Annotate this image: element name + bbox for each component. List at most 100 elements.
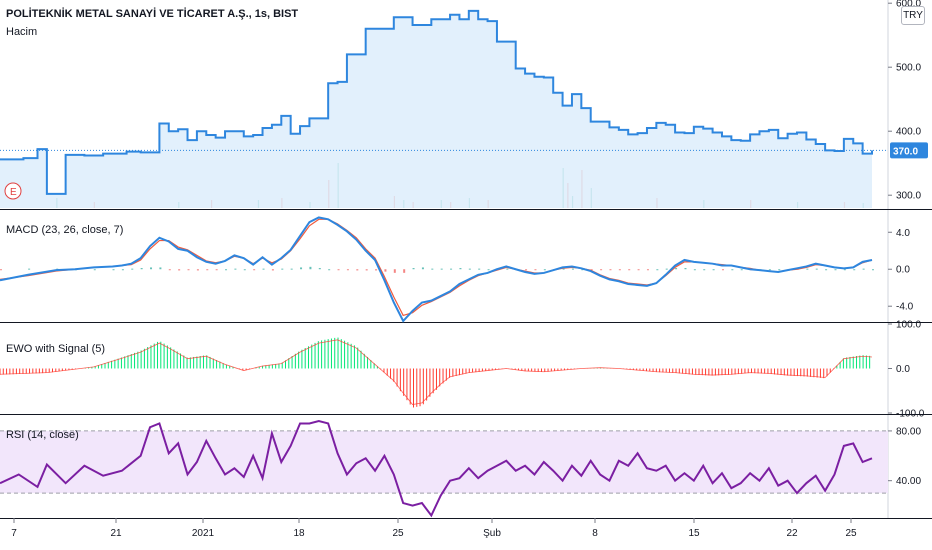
ewo-axis-tick-label: -100.0 [896, 409, 925, 420]
macd-histogram-bar [28, 268, 31, 270]
macd-histogram-bar [271, 269, 274, 271]
currency-button[interactable]: TRY [901, 6, 925, 25]
x-axis-label: 25 [845, 528, 857, 539]
macd-histogram-bar [740, 269, 743, 271]
macd-histogram-bar [609, 269, 612, 271]
ewo-axis-tick-label: 0.0 [896, 364, 910, 375]
macd-histogram-bar [412, 268, 415, 270]
macd-histogram-bar [356, 269, 359, 271]
macd-histogram-bar [562, 268, 565, 270]
macd-histogram-bar [834, 269, 837, 271]
ewo-signal-line [0, 339, 873, 405]
macd-histogram-bar [150, 267, 153, 270]
macd-histogram-bar [684, 268, 687, 270]
macd-histogram-bar [843, 269, 846, 271]
macd-histogram-bar [159, 267, 162, 270]
macd-histogram-bar [93, 269, 96, 271]
macd-histogram-bar [581, 269, 584, 271]
volume-label: Hacim [6, 26, 38, 38]
macd-histogram-bar [290, 268, 293, 270]
macd-histogram-bar [0, 269, 2, 271]
x-axis-label: 25 [392, 528, 404, 539]
ewo-title: EWO with Signal (5) [6, 343, 105, 355]
earnings-marker [4, 182, 22, 200]
x-axis-label: 15 [688, 528, 700, 539]
macd-histogram-bar [421, 267, 424, 270]
macd-histogram-bar [600, 269, 603, 271]
earnings-marker-label: E [10, 187, 17, 198]
macd-histogram-bar [196, 269, 199, 271]
macd-histogram-bar [140, 268, 143, 270]
macd-histogram-bar [431, 268, 434, 270]
macd-histogram-bar [534, 269, 537, 271]
x-axis-label: Şub [483, 528, 501, 539]
macd-histogram-bar [393, 269, 396, 273]
macd-histogram-bar [243, 269, 246, 271]
price-axis-tick-label: 500.0 [896, 63, 921, 74]
macd-histogram-bar [768, 269, 771, 271]
rsi-title: RSI (14, close) [6, 429, 79, 441]
macd-histogram-bar [571, 268, 574, 270]
macd-histogram-bar [318, 268, 321, 270]
x-axis-label: 2021 [192, 528, 215, 539]
macd-histogram-bar [450, 268, 453, 270]
macd-axis-tick-label: -4.0 [896, 302, 914, 313]
macd-histogram-bar [637, 269, 640, 271]
macd-histogram-bar [234, 268, 237, 270]
price-axis-tick-label: 300.0 [896, 191, 921, 202]
price-line [0, 9, 873, 195]
macd-histogram-bar [721, 269, 724, 271]
macd-histogram-bar [590, 269, 593, 271]
macd-histogram-bar [778, 269, 781, 271]
macd-histogram-bar [853, 269, 856, 271]
macd-histogram-bar [112, 269, 115, 271]
macd-histogram-bar [187, 269, 190, 271]
macd-histogram-bar [693, 269, 696, 271]
x-axis-label: 21 [110, 528, 122, 539]
x-axis-label: 7 [11, 528, 17, 539]
macd-axis-tick-label: 4.0 [896, 228, 910, 239]
macd-histogram-bar [665, 268, 668, 270]
macd-histogram-bar [731, 269, 734, 271]
macd-histogram-bar [337, 269, 340, 271]
macd-histogram-bar [525, 269, 528, 271]
macd-histogram-bar [703, 269, 706, 271]
macd-title: MACD (23, 26, close, 7) [6, 224, 123, 236]
price-axis-tick-label: 400.0 [896, 127, 921, 138]
rsi-line [0, 419, 873, 518]
macd-histogram-bar [262, 268, 265, 270]
macd-histogram-bar [872, 269, 874, 271]
macd-histogram-bar [300, 267, 303, 270]
ewo-axis-tick-label: 100.0 [896, 320, 921, 331]
macd-histogram-bar [131, 268, 134, 270]
macd-histogram-bar [121, 269, 124, 271]
macd-histogram-bar [646, 269, 649, 271]
last-price-label: 370.0 [893, 146, 918, 157]
rsi-axis-tick-label: 40.00 [896, 476, 921, 487]
macd-histogram-bar [215, 269, 218, 271]
macd-histogram-bar [506, 268, 509, 270]
last-price-badge [890, 142, 928, 159]
rsi-axis-tick-label: 80.00 [896, 426, 921, 437]
macd-histogram-bar [365, 269, 368, 271]
macd-histogram-bar [328, 269, 331, 271]
symbol-title: POLİTEKNİK METAL SANAYİ VE TİCARET A.Ş.,… [6, 8, 299, 20]
macd-histogram-bar [225, 269, 228, 271]
macd-axis-tick-label: 0.0 [896, 265, 910, 276]
macd-histogram-bar [487, 269, 490, 271]
macd-histogram-bar [862, 268, 865, 270]
macd-histogram-bar [440, 268, 443, 270]
macd-histogram-bar [618, 269, 621, 271]
macd-histogram-bar [478, 268, 481, 270]
macd-histogram-bar [403, 269, 406, 273]
macd-histogram-bar [253, 269, 256, 271]
macd-histogram-bar [384, 269, 387, 272]
macd-histogram-bar [656, 269, 659, 271]
macd-histogram-bar [806, 268, 809, 270]
macd-histogram-bar [675, 268, 678, 270]
macd-histogram-bar [825, 269, 828, 271]
macd-histogram-bar [459, 268, 462, 270]
macd-histogram-bar [468, 268, 471, 270]
macd-histogram-bar [168, 269, 171, 271]
